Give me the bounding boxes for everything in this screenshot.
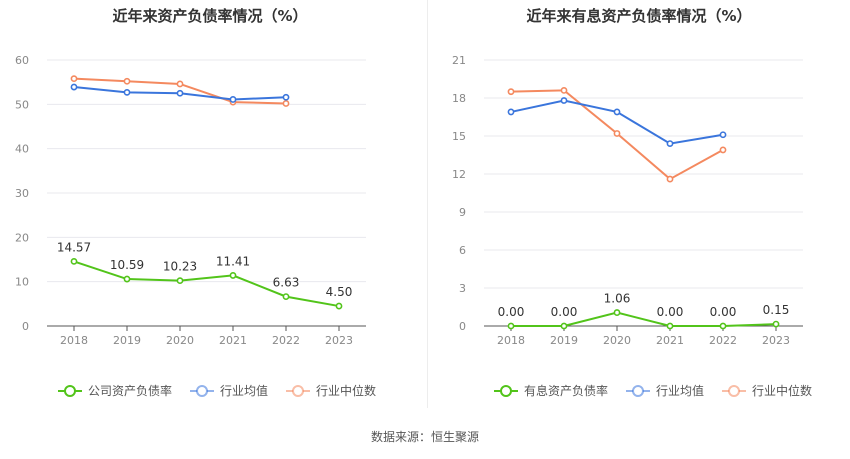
y-tick-label: 40 [15, 143, 29, 156]
legend-label: 公司资产负债率 [88, 383, 172, 398]
data-point [176, 80, 184, 88]
interest-debt-ratio-chart: 近年来有息资产负债率情况（%） 0 3 6 9 12 15 18 21 2018 2019 2020 2… [452, 7, 812, 398]
data-point [719, 146, 727, 154]
x-tick-label: 2023 [325, 334, 353, 347]
data-point [719, 131, 727, 139]
data-point [613, 309, 621, 316]
legend-item: 行业中位数 [286, 383, 376, 398]
data-point [772, 320, 780, 328]
data-point [70, 83, 78, 91]
x-tick-label: 2021 [219, 334, 247, 347]
y-tick-label: 18 [452, 92, 466, 105]
series-line [510, 99, 724, 145]
y-tick-label: 12 [452, 168, 466, 181]
x-tick-label: 2018 [497, 334, 525, 347]
legend-item: 行业均值 [190, 383, 268, 398]
data-point [335, 302, 343, 310]
data-label: 14.57 [57, 240, 91, 254]
data-point [282, 100, 290, 107]
legend-label: 行业中位数 [752, 383, 812, 398]
legend-item: 有息资产负债率 [494, 383, 608, 398]
data-point [507, 322, 515, 330]
data-label: 0.15 [763, 303, 790, 317]
y-tick-label: 0 [459, 320, 466, 333]
data-point [229, 272, 237, 279]
x-tick-label: 2020 [603, 334, 631, 347]
y-tick-label: 0 [22, 320, 29, 333]
legend-label: 行业均值 [220, 383, 268, 398]
data-point [666, 140, 674, 147]
legend-swatch-marker [632, 385, 644, 397]
data-point [560, 87, 568, 94]
y-tick-label: 15 [452, 130, 466, 143]
series-line [73, 260, 340, 308]
data-point [70, 75, 78, 83]
data-point [666, 322, 674, 330]
legend-label: 行业中位数 [316, 383, 376, 398]
data-label: 0.00 [551, 305, 578, 319]
legend-label: 行业均值 [656, 383, 704, 398]
y-tick-label: 21 [452, 54, 466, 67]
x-tick-label: 2022 [709, 334, 737, 347]
chart-title: 近年来资产负债率情况（%） [112, 7, 307, 25]
legend-swatch-marker [728, 385, 740, 397]
y-tick-label: 6 [459, 244, 466, 257]
data-point [176, 277, 184, 285]
x-tick-label: 2020 [166, 334, 194, 347]
data-point [282, 293, 290, 301]
legend-swatch-marker [292, 385, 304, 397]
legend-item: 公司资产负债率 [58, 383, 172, 398]
data-point [613, 108, 621, 116]
panel-divider [427, 0, 428, 408]
legend-swatch-marker [500, 385, 512, 397]
x-tick-label: 2018 [60, 334, 88, 347]
legend-swatch-marker [196, 385, 208, 397]
x-tick-label: 2023 [762, 334, 790, 347]
legend-item: 行业均值 [626, 383, 704, 398]
data-point [719, 322, 727, 330]
y-tick-label: 9 [459, 206, 466, 219]
data-point [70, 258, 78, 265]
data-point [229, 96, 237, 103]
series-line [511, 311, 777, 327]
data-source-note: 数据来源：恒生聚源 [370, 430, 479, 444]
data-point [560, 97, 568, 104]
x-tick-label: 2019 [113, 334, 141, 347]
data-point [123, 88, 131, 96]
data-label: 6.63 [273, 276, 300, 290]
legend-swatch-marker [64, 385, 76, 397]
y-tick-label: 30 [15, 187, 29, 200]
data-point [176, 89, 184, 97]
data-point [123, 275, 131, 283]
data-label: 0.00 [710, 305, 737, 319]
x-tick-label: 2022 [272, 334, 300, 347]
data-label: 10.59 [110, 258, 144, 272]
data-label: 10.23 [163, 260, 197, 274]
y-tick-label: 10 [15, 276, 29, 289]
data-label: 0.00 [498, 305, 525, 319]
y-tick-label: 50 [15, 98, 29, 111]
debt-ratio-chart: 近年来资产负债率情况（%） 0 10 20 30 40 50 60 2018 2019 2020 20… [15, 7, 376, 398]
y-tick-label: 3 [459, 282, 466, 295]
data-label: 0.00 [657, 305, 684, 319]
chart-title: 近年来有息资产负债率情况（%） [526, 7, 751, 25]
legend-label: 有息资产负债率 [524, 383, 608, 398]
legend-item: 行业中位数 [722, 383, 812, 398]
data-label: 1.06 [604, 292, 631, 306]
data-point [666, 175, 674, 183]
data-point [507, 88, 515, 96]
data-point [123, 77, 131, 85]
data-point [507, 108, 515, 116]
data-label: 11.41 [216, 254, 250, 268]
y-tick-label: 20 [15, 231, 29, 244]
x-tick-label: 2019 [550, 334, 578, 347]
data-label: 4.50 [326, 285, 353, 299]
data-point [282, 93, 290, 101]
data-point [613, 130, 621, 137]
data-point [560, 322, 568, 330]
y-tick-label: 60 [15, 54, 29, 67]
x-tick-label: 2021 [656, 334, 684, 347]
